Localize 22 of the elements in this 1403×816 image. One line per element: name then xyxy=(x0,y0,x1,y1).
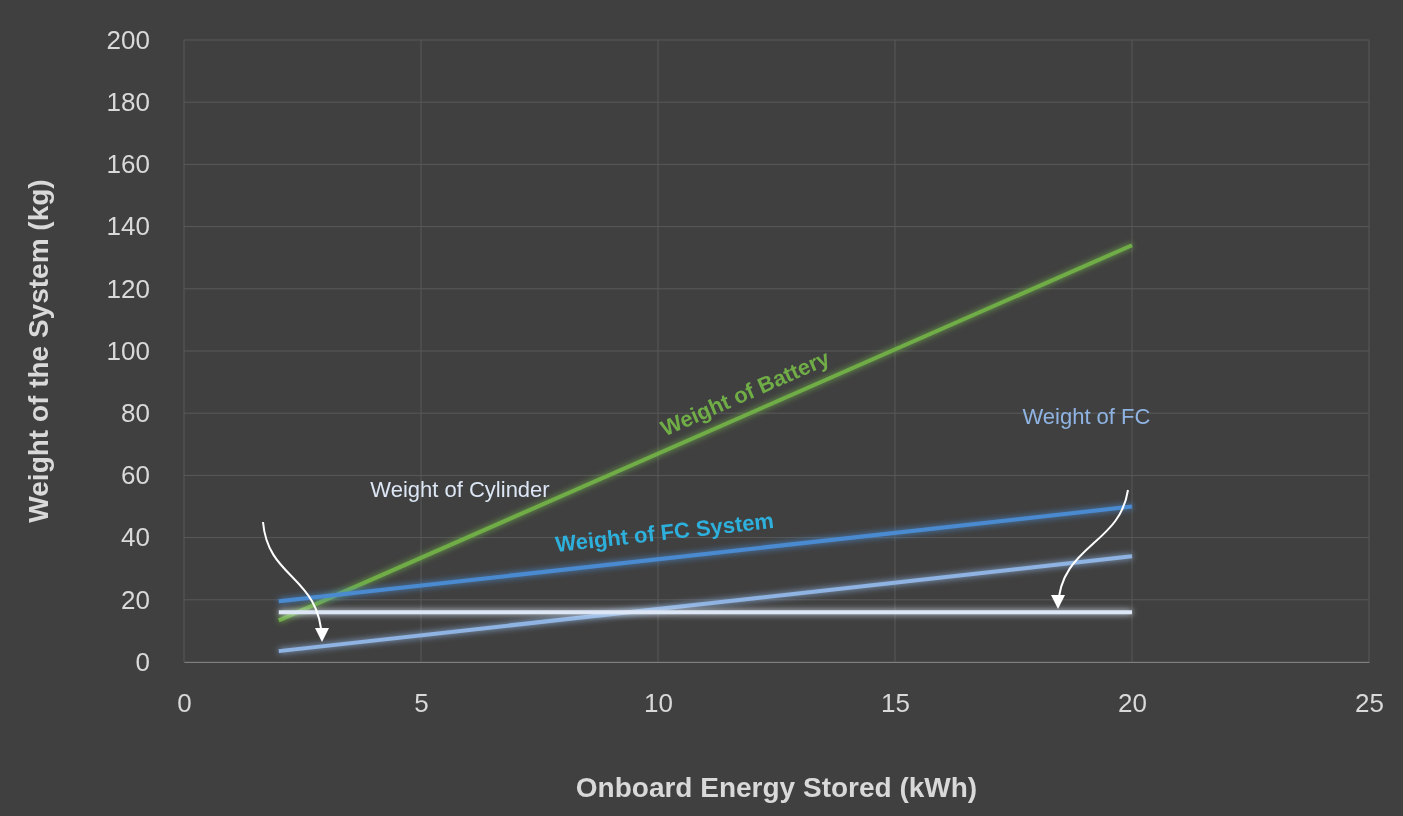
x-tick-label: 0 xyxy=(177,688,192,719)
text: Weight of FC System xyxy=(554,507,776,558)
y-tick-label: 100 xyxy=(106,335,150,366)
y-tick-label: 140 xyxy=(106,211,150,242)
y-tick-label: 60 xyxy=(121,460,150,491)
y-tick-label: 40 xyxy=(121,522,150,553)
x-tick-label: 5 xyxy=(414,688,429,719)
y-tick-label: 120 xyxy=(106,273,150,304)
y-tick-label: 200 xyxy=(106,24,150,55)
x-tick-label: 15 xyxy=(881,688,910,719)
x-axis-title: Onboard Energy Stored (kWh) xyxy=(575,772,978,803)
y-tick-label: 0 xyxy=(135,646,150,677)
y-tick-label: 20 xyxy=(121,584,150,615)
text: Weight of Cylinder xyxy=(370,477,550,503)
text: Weight of FC xyxy=(1022,404,1151,430)
x-tick-label: 20 xyxy=(1118,688,1147,719)
x-tick-label: 10 xyxy=(644,688,673,719)
y-tick-label: 180 xyxy=(106,87,150,118)
x-tick-label: 25 xyxy=(1355,688,1384,719)
y-tick-label: 80 xyxy=(121,398,150,429)
y-axis-title: Weight of the System (kg) xyxy=(23,179,54,523)
y-tick-label: 160 xyxy=(106,149,150,180)
